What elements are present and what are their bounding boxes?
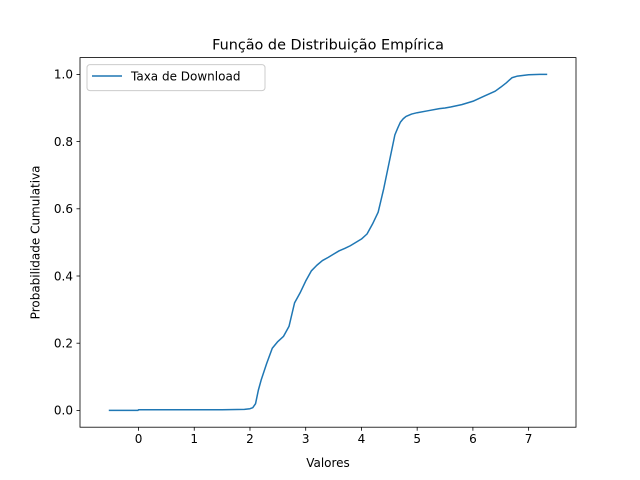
legend: Taxa de Download [86,64,266,92]
x-axis-ticks: 0 1 2 3 4 5 6 7 [135,427,533,446]
x-tick-label: 1 [190,432,198,446]
x-tick-label: 3 [302,432,310,446]
x-tick-label: 2 [246,432,254,446]
x-tick-label: 5 [413,432,421,446]
x-tick-label: 6 [469,432,477,446]
x-axis-label: Valores [306,456,350,470]
y-tick-label: 0.0 [54,404,73,418]
x-tick-label: 0 [135,432,143,446]
y-axis-ticks: 0.0 0.2 0.4 0.6 0.8 1.0 [54,68,80,418]
y-tick-label: 0.2 [54,337,73,351]
y-tick-label: 0.6 [54,202,73,216]
y-tick-label: 0.4 [54,269,73,283]
x-tick-label: 7 [525,432,533,446]
data-series [108,73,548,412]
legend-label: Taxa de Download [130,70,240,84]
y-axis-label: Probabilidade Cumulativa [29,165,43,319]
series-line [108,73,548,412]
y-tick-label: 0.8 [54,135,73,149]
plot-frame [79,57,577,428]
chart-title: Função de Distribuição Empírica [212,38,444,54]
x-tick-label: 4 [358,432,366,446]
legend-frame [86,64,266,92]
y-tick-label: 1.0 [54,68,73,82]
